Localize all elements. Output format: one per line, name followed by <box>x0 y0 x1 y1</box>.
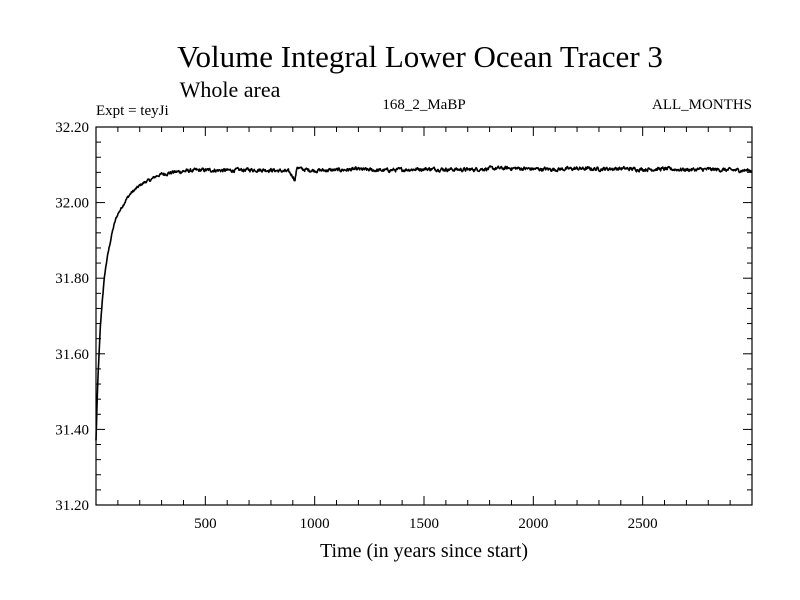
y-tick-label: 31.60 <box>55 347 89 363</box>
expt-label: Expt = teyJi <box>96 103 169 119</box>
chart-subtitle: Whole area <box>180 77 281 102</box>
plot-frame <box>95 126 753 506</box>
x-tick-label: 1000 <box>300 516 330 532</box>
x-tick-label: 2000 <box>518 516 548 532</box>
y-tick-label: 32.20 <box>55 120 89 136</box>
x-axis-label: Time (in years since start) <box>320 540 528 562</box>
axis-ticks <box>96 127 752 505</box>
y-tick-label: 31.40 <box>55 422 89 438</box>
chart-title: Volume Integral Lower Ocean Tracer 3 <box>177 39 663 74</box>
series-line <box>95 165 753 441</box>
x-tick-label: 2500 <box>628 516 658 532</box>
y-tick-labels: 31.20 31.40 31.60 31.80 32.00 32.20 <box>55 120 89 514</box>
x-tick-labels: 500 1000 1500 2000 2500 <box>194 516 658 532</box>
y-tick-label: 31.20 <box>55 498 89 514</box>
y-tick-label: 31.80 <box>55 271 89 287</box>
months-label: ALL_MONTHS <box>652 97 752 113</box>
run-label: 168_2_MaBP <box>382 97 465 113</box>
x-tick-label: 500 <box>194 516 217 532</box>
y-tick-label: 32.00 <box>55 196 89 212</box>
x-tick-label: 1500 <box>409 516 439 532</box>
